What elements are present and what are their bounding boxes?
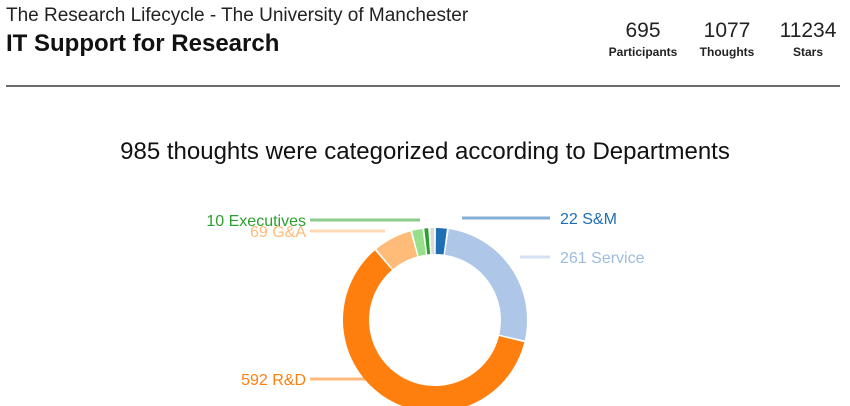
callout-label-r-d: 592 R&D <box>241 372 306 389</box>
chart-title: 985 thoughts were categorized according … <box>120 138 730 165</box>
slice-executives <box>424 228 431 255</box>
stat-stars: 11234 Stars <box>765 18 850 60</box>
stat-thoughts-label: Thoughts <box>699 45 755 59</box>
callout-label-executives: 10 Executives <box>206 213 306 230</box>
callout-label-g-a: 69 G&A <box>250 224 306 241</box>
slice-other-6 <box>430 228 435 255</box>
slice-service <box>444 229 527 341</box>
slice-g-a <box>376 231 418 270</box>
stat-participants-label: Participants <box>608 45 678 59</box>
stat-participants: 695 Participants <box>600 18 686 60</box>
page-supertitle: The Research Lifecycle - The University … <box>6 5 469 26</box>
slice-other-4 <box>412 228 426 257</box>
stat-thoughts: 1077 Thoughts <box>684 18 770 60</box>
stat-participants-value: 695 <box>625 19 661 42</box>
stat-stars-value: 11234 <box>779 19 837 42</box>
slice-s-m <box>435 228 447 255</box>
page-title: IT Support for Research <box>6 30 280 57</box>
stats-panel: 695 Participants 1077 Thoughts 11234 Sta… <box>600 18 850 68</box>
stat-thoughts-value: 1077 <box>703 19 751 42</box>
callout-label-s-m: 22 S&M <box>560 211 617 228</box>
header-divider <box>6 85 840 87</box>
slice-r-d <box>343 250 525 406</box>
stat-stars-label: Stars <box>792 45 824 59</box>
header: The Research Lifecycle - The University … <box>0 0 850 88</box>
callout-label-service: 261 Service <box>560 250 645 267</box>
